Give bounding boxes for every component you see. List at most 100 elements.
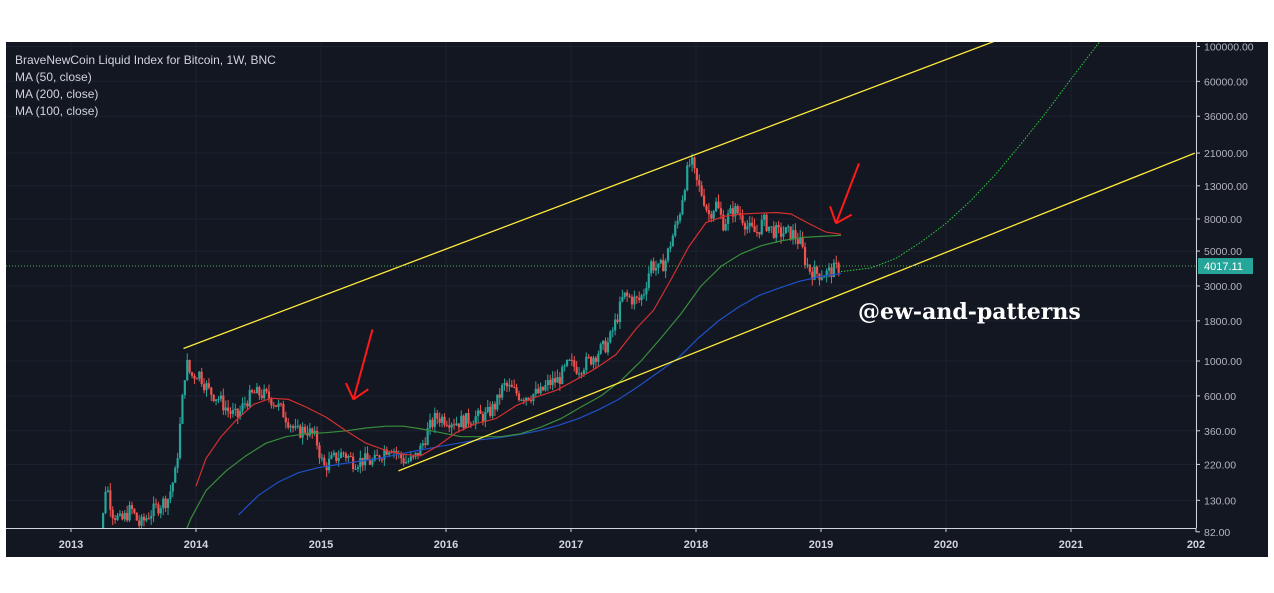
candle[interactable]: [746, 219, 749, 234]
candle[interactable]: [95, 550, 97, 557]
candle[interactable]: [640, 293, 643, 307]
candle[interactable]: [118, 510, 122, 517]
candle[interactable]: [114, 514, 117, 524]
candle[interactable]: [303, 424, 307, 435]
candle[interactable]: [532, 393, 535, 406]
candle[interactable]: [575, 361, 578, 375]
chart-frame[interactable]: @ew-and-patterns 82.00 130.00 220.00 360.00 6…: [6, 42, 1268, 557]
candle[interactable]: [717, 194, 720, 209]
candle[interactable]: [772, 221, 775, 240]
candle[interactable]: [614, 313, 617, 336]
candle[interactable]: [224, 400, 227, 416]
candle[interactable]: [714, 197, 718, 213]
candle[interactable]: [356, 464, 360, 472]
candle[interactable]: [222, 388, 225, 416]
candle[interactable]: [178, 417, 182, 460]
candle[interactable]: [731, 200, 735, 223]
candle[interactable]: [424, 437, 427, 448]
candle[interactable]: [573, 356, 576, 372]
candle[interactable]: [147, 512, 150, 520]
candle[interactable]: [544, 379, 547, 392]
candle[interactable]: [227, 400, 230, 418]
candle[interactable]: [784, 226, 787, 234]
candle[interactable]: [359, 450, 362, 474]
candle[interactable]: [455, 416, 458, 426]
candle[interactable]: [479, 404, 482, 415]
candle[interactable]: [623, 292, 626, 300]
candle[interactable]: [501, 383, 504, 401]
candle[interactable]: [306, 425, 309, 441]
candle[interactable]: [128, 501, 131, 522]
candle[interactable]: [659, 258, 662, 265]
candle[interactable]: [765, 213, 768, 232]
candle[interactable]: [638, 291, 641, 303]
candle[interactable]: [142, 513, 146, 527]
candle[interactable]: [666, 247, 670, 263]
candle[interactable]: [409, 450, 412, 463]
candle[interactable]: [166, 498, 170, 516]
candle[interactable]: [589, 356, 593, 366]
candle[interactable]: [702, 188, 706, 208]
candle[interactable]: [445, 420, 448, 428]
candle[interactable]: [299, 423, 302, 439]
candle[interactable]: [207, 378, 210, 390]
candle[interactable]: [621, 289, 624, 303]
candle[interactable]: [835, 255, 838, 269]
candle[interactable]: [354, 464, 357, 470]
candle[interactable]: [753, 218, 756, 233]
candle[interactable]: [609, 330, 612, 344]
candle[interactable]: [700, 181, 703, 198]
candle[interactable]: [462, 414, 465, 431]
candle[interactable]: [676, 215, 679, 229]
candle[interactable]: [551, 371, 554, 391]
candle[interactable]: [796, 232, 799, 250]
candle[interactable]: [505, 380, 509, 393]
candle[interactable]: [181, 393, 184, 425]
candle[interactable]: [791, 224, 795, 245]
candle[interactable]: [460, 410, 463, 428]
candle[interactable]: [698, 174, 701, 192]
candle[interactable]: [102, 512, 105, 536]
candle[interactable]: [727, 209, 730, 231]
candle[interactable]: [729, 204, 732, 214]
candle[interactable]: [520, 398, 523, 402]
candle[interactable]: [212, 394, 215, 403]
candle[interactable]: [686, 161, 689, 192]
candle[interactable]: [323, 454, 326, 466]
candle[interactable]: [392, 448, 396, 459]
candle[interactable]: [669, 241, 672, 253]
candle[interactable]: [515, 383, 518, 397]
candle[interactable]: [678, 212, 682, 224]
candle[interactable]: [332, 449, 335, 457]
candle[interactable]: [671, 233, 674, 247]
candle[interactable]: [570, 353, 573, 366]
candle[interactable]: [642, 288, 646, 300]
candle[interactable]: [469, 421, 473, 428]
candle[interactable]: [683, 188, 686, 203]
candle[interactable]: [705, 203, 708, 213]
candle[interactable]: [539, 382, 542, 395]
candle[interactable]: [195, 377, 198, 380]
candle[interactable]: [748, 216, 751, 233]
candle[interactable]: [510, 380, 513, 388]
candle[interactable]: [263, 384, 266, 401]
candle[interactable]: [813, 260, 816, 281]
candle[interactable]: [366, 446, 369, 461]
candle[interactable]: [327, 451, 331, 474]
candle[interactable]: [580, 371, 583, 379]
candle[interactable]: [789, 226, 792, 241]
candle[interactable]: [467, 408, 470, 428]
candle[interactable]: [364, 446, 367, 471]
candle[interactable]: [577, 367, 581, 379]
candle[interactable]: [97, 540, 99, 557]
candle[interactable]: [654, 260, 658, 276]
candle[interactable]: [630, 294, 634, 309]
candle[interactable]: [563, 363, 566, 372]
candle[interactable]: [534, 381, 537, 397]
candle[interactable]: [183, 380, 186, 399]
candle[interactable]: [421, 439, 424, 450]
candle[interactable]: [154, 498, 158, 509]
candle[interactable]: [599, 342, 602, 355]
candle[interactable]: [513, 379, 516, 389]
candle[interactable]: [770, 226, 773, 234]
